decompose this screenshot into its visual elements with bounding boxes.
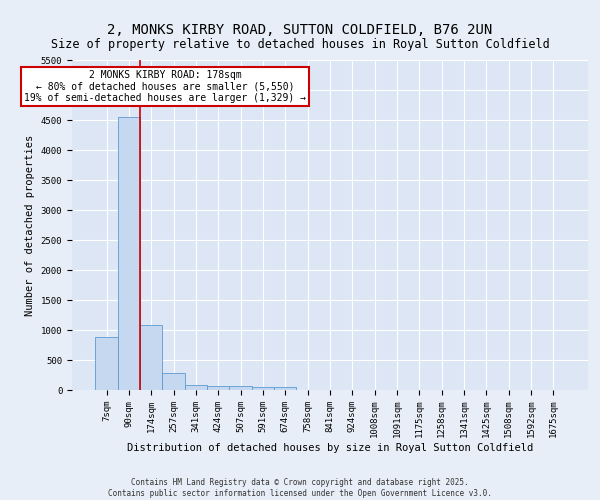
Y-axis label: Number of detached properties: Number of detached properties <box>25 134 35 316</box>
Bar <box>274 387 296 390</box>
Text: 2, MONKS KIRBY ROAD, SUTTON COLDFIELD, B76 2UN: 2, MONKS KIRBY ROAD, SUTTON COLDFIELD, B… <box>107 22 493 36</box>
Bar <box>185 385 207 390</box>
Bar <box>229 386 252 390</box>
Bar <box>95 337 118 390</box>
Bar <box>140 325 163 390</box>
Bar <box>252 386 274 390</box>
Text: 2 MONKS KIRBY ROAD: 178sqm
← 80% of detached houses are smaller (5,550)
19% of s: 2 MONKS KIRBY ROAD: 178sqm ← 80% of deta… <box>24 70 306 103</box>
Bar <box>163 372 185 390</box>
Bar <box>207 386 229 390</box>
Bar <box>118 117 140 390</box>
X-axis label: Distribution of detached houses by size in Royal Sutton Coldfield: Distribution of detached houses by size … <box>127 443 533 453</box>
Text: Size of property relative to detached houses in Royal Sutton Coldfield: Size of property relative to detached ho… <box>50 38 550 51</box>
Text: Contains HM Land Registry data © Crown copyright and database right 2025.
Contai: Contains HM Land Registry data © Crown c… <box>108 478 492 498</box>
